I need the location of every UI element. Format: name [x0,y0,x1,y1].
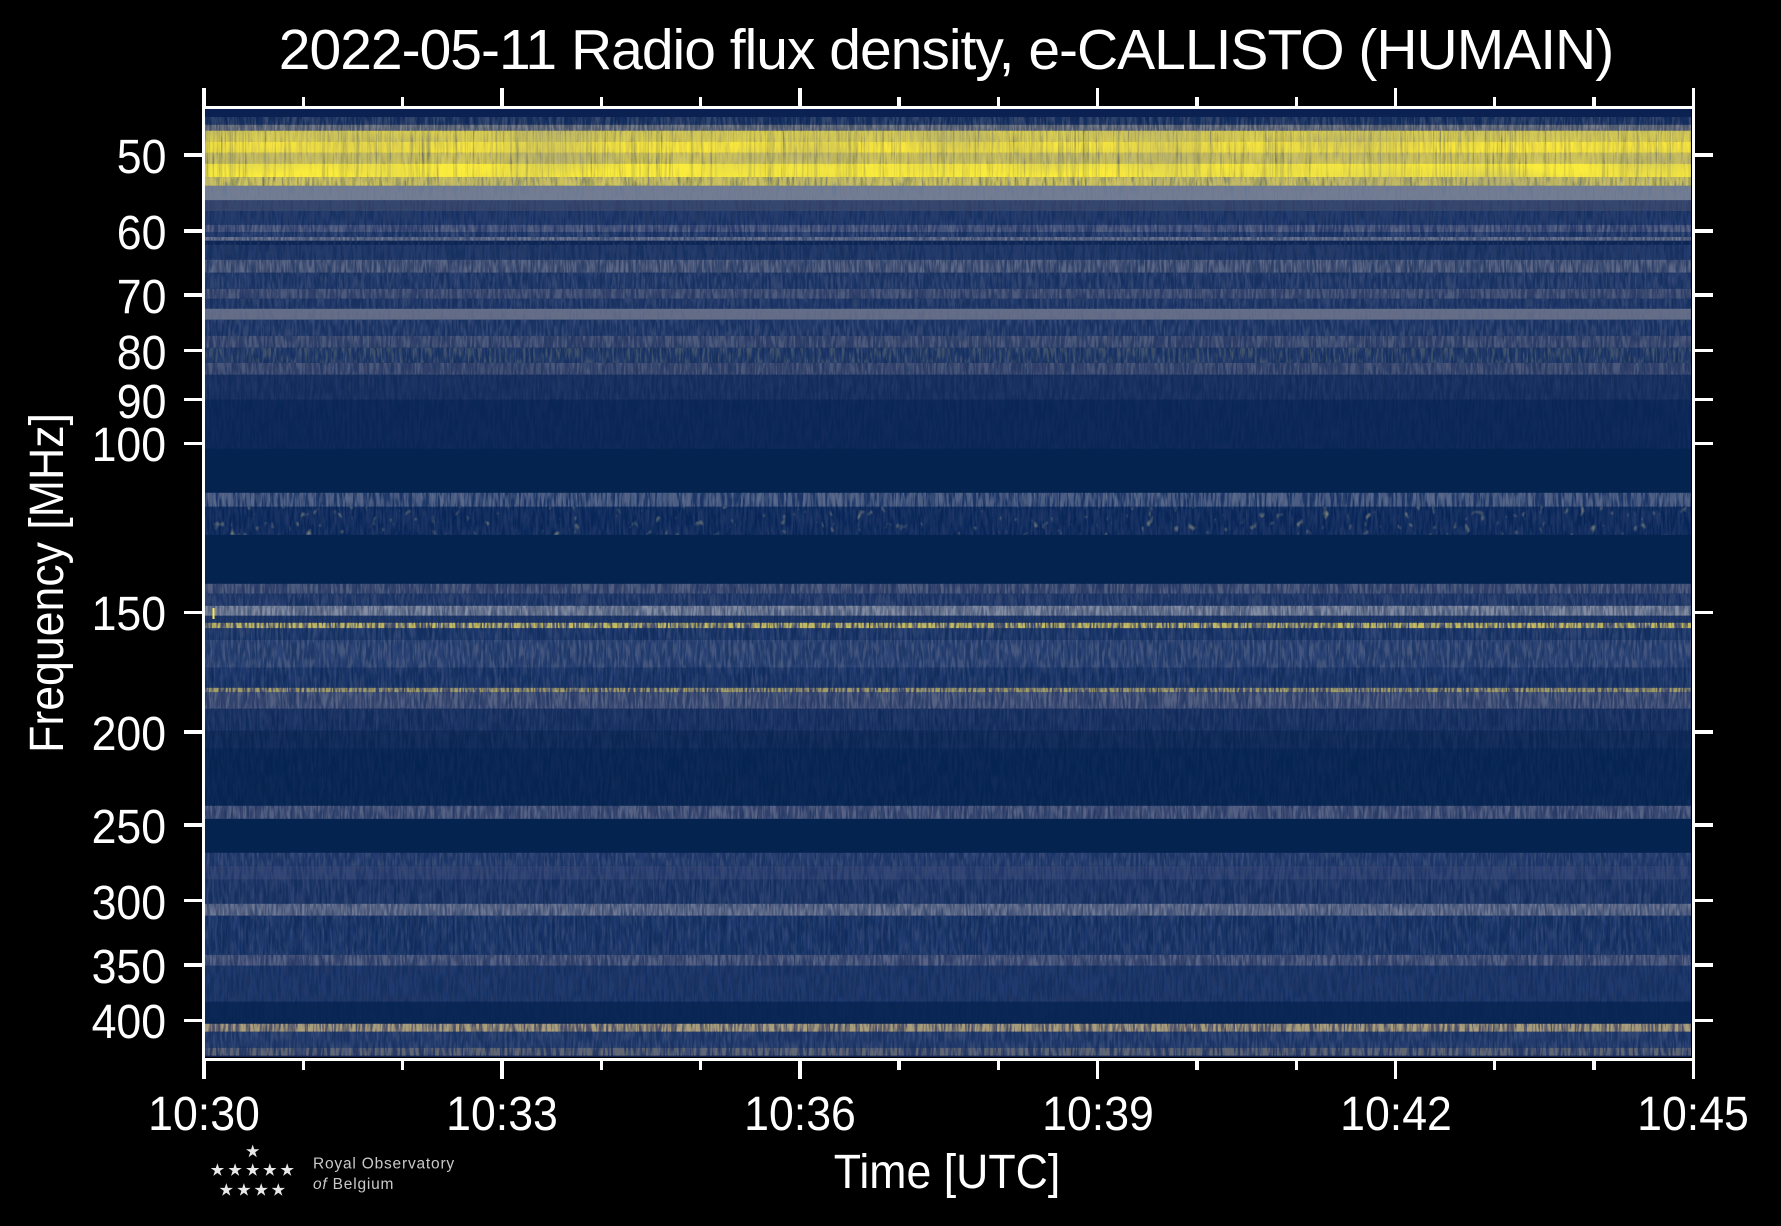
svg-text:Royal Observatory: Royal Observatory [313,1156,455,1173]
svg-text:of Belgium: of Belgium [313,1176,394,1193]
